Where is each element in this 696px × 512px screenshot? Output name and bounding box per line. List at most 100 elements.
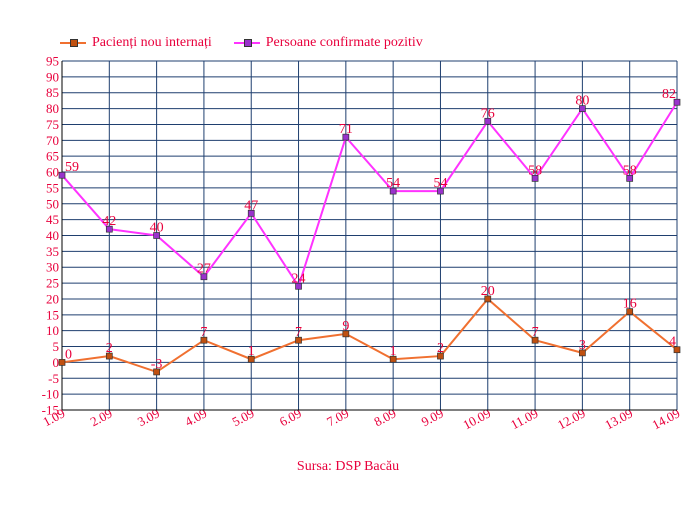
y-tick-label: -15 bbox=[42, 403, 59, 418]
x-tick-label: 5.09 bbox=[230, 405, 257, 429]
data-point bbox=[200, 273, 208, 281]
data-point bbox=[626, 308, 634, 315]
data-point bbox=[437, 352, 444, 360]
y-tick-label: 80 bbox=[46, 101, 59, 116]
series-line bbox=[61, 101, 678, 289]
data-point bbox=[247, 209, 255, 217]
y-tick-label: 45 bbox=[46, 212, 59, 227]
y-tick-label: -10 bbox=[42, 387, 59, 402]
data-label: 1 bbox=[248, 344, 255, 359]
data-label: 20 bbox=[481, 284, 495, 299]
x-tick-label: 4.09 bbox=[182, 405, 209, 429]
x-tick-label: 14.09 bbox=[650, 405, 683, 432]
data-label: 47 bbox=[244, 198, 258, 213]
y-tick-label: 35 bbox=[46, 244, 59, 259]
x-tick-label: 10.09 bbox=[460, 405, 493, 432]
y-tick-label: 30 bbox=[46, 260, 59, 275]
y-tick-label: 10 bbox=[46, 323, 59, 338]
x-tick-label: 11.09 bbox=[508, 405, 540, 432]
y-tick-label: 0 bbox=[53, 355, 60, 370]
data-point bbox=[200, 336, 208, 344]
y-tick-label: 15 bbox=[46, 307, 59, 322]
y-tick-label: 95 bbox=[46, 54, 59, 69]
y-tick-label: 50 bbox=[46, 196, 59, 211]
x-tick-label: 6.09 bbox=[277, 405, 304, 429]
legend-swatch-pacienti bbox=[60, 37, 86, 49]
data-point bbox=[153, 232, 160, 239]
y-tick-label: -5 bbox=[48, 371, 59, 386]
legend-item-persoane: Persoane confirmate pozitiv bbox=[233, 35, 423, 51]
data-label: 3 bbox=[579, 338, 586, 353]
y-tick-label: 75 bbox=[46, 117, 59, 132]
data-label: 82 bbox=[662, 87, 676, 102]
x-tick-label: 2.09 bbox=[88, 405, 115, 429]
y-tick-label: 5 bbox=[53, 339, 60, 354]
legend-swatch-persoane bbox=[233, 37, 260, 49]
y-tick-label: 40 bbox=[46, 228, 59, 243]
y-tick-label: 25 bbox=[46, 276, 59, 291]
data-point bbox=[58, 359, 66, 366]
data-label: 27 bbox=[197, 262, 211, 277]
data-label: 24 bbox=[292, 271, 306, 286]
data-point bbox=[673, 346, 681, 354]
series-line bbox=[61, 297, 678, 374]
data-point bbox=[342, 133, 350, 141]
y-tick-label: 70 bbox=[46, 133, 59, 148]
source-caption: Sursa: DSP Bacău bbox=[296, 459, 400, 474]
legend-item-pacienti: Pacienți nou internați bbox=[60, 35, 212, 51]
data-point bbox=[484, 117, 492, 125]
data-point bbox=[58, 171, 66, 179]
data-label: 76 bbox=[481, 106, 495, 121]
data-label: 7 bbox=[532, 325, 539, 340]
data-label: 0 bbox=[65, 347, 72, 362]
data-point bbox=[295, 282, 302, 290]
data-point bbox=[389, 355, 397, 363]
x-tick-label: 3.09 bbox=[135, 405, 162, 429]
data-label: 2 bbox=[106, 341, 113, 356]
x-tick-label: 13.09 bbox=[602, 405, 635, 432]
data-label: 16 bbox=[623, 297, 637, 312]
data-point bbox=[295, 336, 302, 344]
data-label: 1 bbox=[390, 344, 397, 359]
data-point bbox=[105, 352, 113, 360]
data-label: 59 bbox=[65, 160, 79, 175]
data-point bbox=[579, 105, 586, 112]
data-point bbox=[105, 225, 113, 233]
x-tick-label: 12.09 bbox=[555, 405, 588, 432]
data-label: 7 bbox=[200, 325, 207, 340]
data-label: 54 bbox=[433, 176, 447, 191]
data-point bbox=[247, 355, 255, 363]
data-label: 4 bbox=[669, 335, 676, 350]
data-label: 71 bbox=[339, 122, 353, 137]
data-point bbox=[484, 295, 492, 303]
data-label: 2 bbox=[437, 341, 444, 356]
data-point bbox=[626, 175, 634, 182]
y-tick-label: 90 bbox=[46, 69, 59, 84]
data-label: 80 bbox=[575, 94, 589, 109]
data-point bbox=[389, 187, 397, 195]
data-point bbox=[531, 336, 539, 344]
data-point bbox=[153, 368, 160, 376]
data-point bbox=[673, 98, 681, 106]
data-label: -3 bbox=[151, 357, 163, 372]
data-label: 42 bbox=[102, 214, 116, 229]
y-tick-label: 65 bbox=[46, 149, 59, 164]
y-tick-label: 20 bbox=[46, 291, 59, 306]
x-tick-label: 8.09 bbox=[371, 405, 398, 429]
data-point bbox=[579, 349, 586, 357]
y-tick-label: 55 bbox=[46, 180, 59, 195]
data-label: 7 bbox=[295, 325, 302, 340]
x-tick-label: 7.09 bbox=[324, 405, 351, 429]
data-label: 58 bbox=[623, 163, 637, 178]
y-tick-label: 85 bbox=[46, 85, 59, 100]
data-label: 9 bbox=[342, 319, 349, 334]
x-tick-label: 9.09 bbox=[419, 405, 446, 429]
legend: Pacienți nou internați Persoane confirma… bbox=[60, 34, 445, 52]
data-label: 58 bbox=[528, 163, 542, 178]
legend-label-pacienti: Pacienți nou internați bbox=[92, 35, 212, 50]
y-tick-label: 60 bbox=[46, 165, 59, 180]
data-label: 40 bbox=[150, 221, 164, 236]
data-point bbox=[437, 187, 444, 195]
legend-label-persoane: Persoane confirmate pozitiv bbox=[265, 35, 423, 50]
